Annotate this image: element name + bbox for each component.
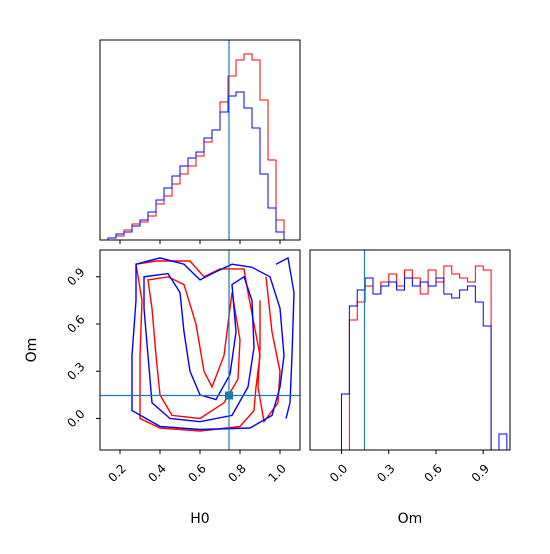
joint-contour-blue bbox=[275, 256, 295, 419]
om-tick-label: 0.6 bbox=[421, 461, 444, 484]
h0-tick-label: 0.2 bbox=[105, 461, 128, 484]
om-marginal-panel: 0.0 0.3 0.6 0.9 bbox=[309, 249, 511, 485]
joint-contour-blue bbox=[143, 272, 255, 423]
joint-contour-red bbox=[147, 276, 241, 420]
om-tick-label: 0.0 bbox=[327, 461, 350, 484]
om-y-tick-label: 0.0 bbox=[64, 407, 87, 430]
joint-contour-blue bbox=[131, 257, 285, 431]
h0-hist-red bbox=[100, 53, 300, 241]
om-marginal-frame bbox=[309, 249, 511, 451]
om-tick-label: 0.9 bbox=[469, 461, 492, 484]
om-y-axis-label: Om bbox=[24, 338, 40, 363]
h0-marginal-frame bbox=[99, 39, 301, 241]
om-tick-label: 0.3 bbox=[374, 461, 397, 484]
om-y-tick-label: 0.9 bbox=[64, 265, 87, 288]
h0-tick-label: 1.0 bbox=[265, 461, 288, 484]
h0-tick-label: 0.6 bbox=[185, 461, 208, 484]
h0-om-joint-panel: 0.2 0.4 0.6 0.8 1.0 0.0 0.3 0.6 0.9 bbox=[64, 249, 301, 485]
joint-contours bbox=[131, 256, 295, 432]
joint-truth-marker bbox=[225, 391, 233, 400]
om-axis-label: Om bbox=[398, 511, 423, 527]
om-hist-blue bbox=[310, 277, 508, 451]
om-hist-red bbox=[310, 265, 507, 451]
h0-axis-label: H0 bbox=[190, 511, 209, 527]
om-y-tick-label: 0.3 bbox=[64, 360, 87, 383]
joint-contour-red bbox=[257, 276, 281, 424]
om-y-tick-label: 0.6 bbox=[64, 312, 87, 335]
h0-tick-label: 0.8 bbox=[225, 461, 248, 484]
h0-marginal-panel bbox=[99, 39, 301, 244]
h0-hist-blue bbox=[100, 91, 300, 241]
h0-tick-label: 0.4 bbox=[145, 461, 168, 484]
